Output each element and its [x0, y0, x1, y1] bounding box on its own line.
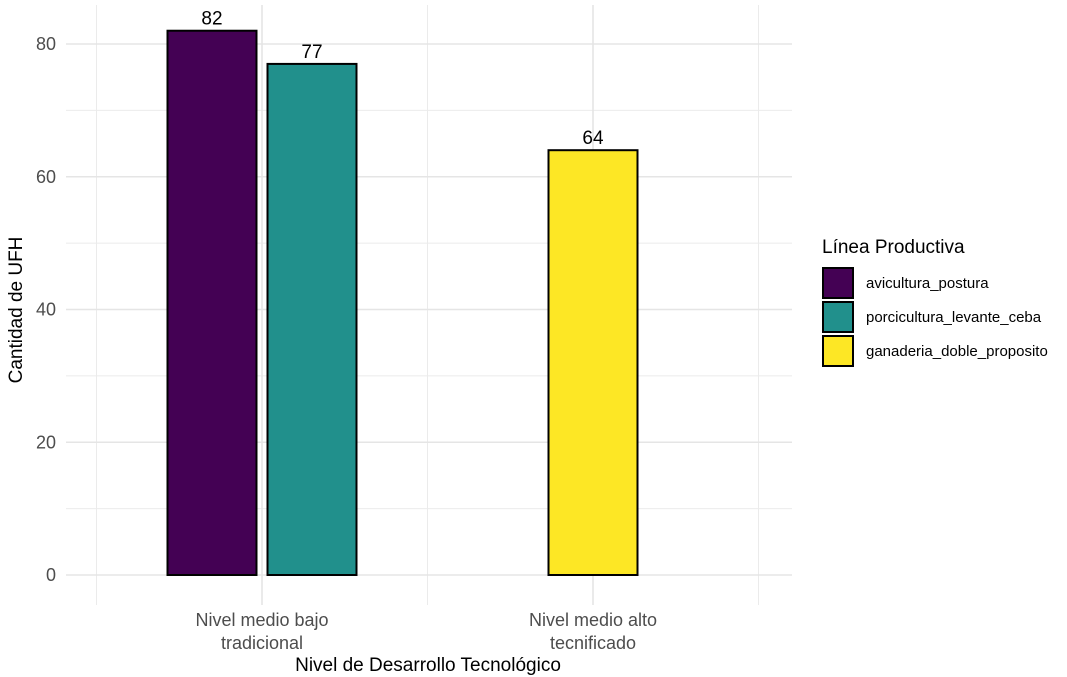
legend-label: ganaderia_doble_proposito: [866, 343, 1048, 360]
y-tick-label: 80: [36, 34, 56, 54]
legend-key: [822, 267, 854, 299]
legend: Línea Productiva avicultura_posturaporci…: [822, 237, 1048, 367]
y-tick-label: 40: [36, 300, 56, 320]
y-tick-label: 60: [36, 167, 56, 187]
x-tick-label: Nivel medio bajo tradicional: [195, 610, 328, 653]
legend-title: Línea Productiva: [822, 237, 965, 258]
bars: 82 77 64: [166, 9, 639, 577]
bar: [266, 62, 358, 576]
bar-value-label: 64: [582, 128, 604, 149]
y-tick-labels: 0 20 40 60 80: [36, 34, 56, 585]
bar: [547, 149, 639, 576]
bar-value-label: 82: [201, 9, 222, 30]
y-axis-title: Cantidad de UFH: [6, 237, 27, 384]
legend-label: avicultura_postura: [866, 275, 989, 292]
bar: [166, 29, 258, 577]
x-tick-label: Nivel medio alto tecnificado: [529, 610, 657, 653]
bar-value-label: 77: [301, 42, 322, 63]
legend-label: porcicultura_levante_ceba: [866, 309, 1042, 326]
x-tick-labels: Nivel medio bajo tradicional Nivel medio a…: [195, 610, 657, 653]
y-tick-label: 20: [36, 432, 56, 452]
legend-key: [822, 301, 854, 333]
legend-key: [822, 335, 854, 367]
y-tick-label: 0: [46, 565, 56, 585]
x-axis-title: Nivel de Desarrollo Tecnológico: [295, 655, 561, 676]
